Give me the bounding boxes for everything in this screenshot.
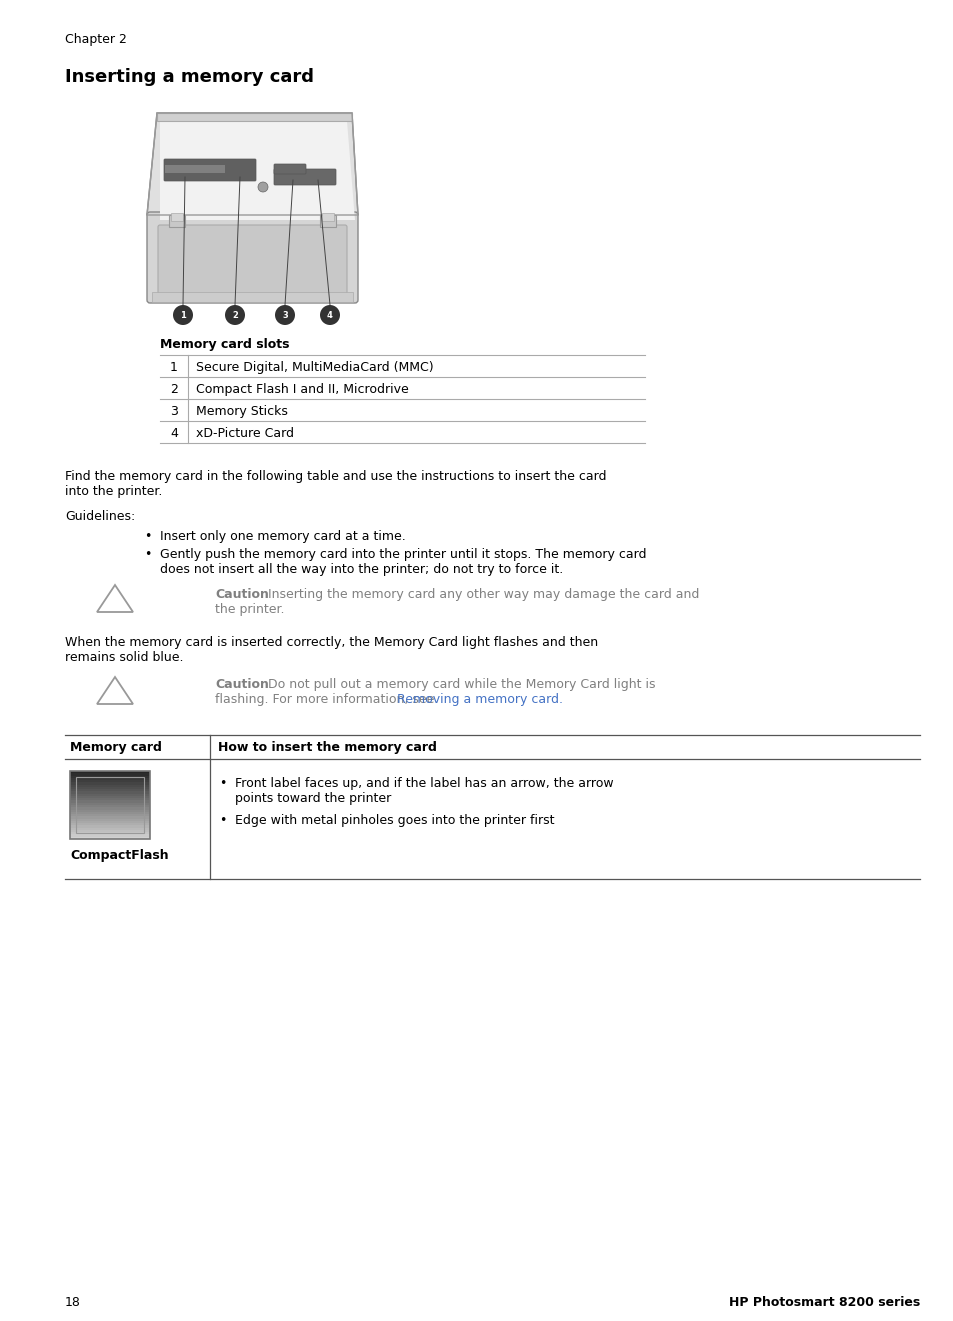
Text: Find the memory card in the following table and use the instructions to insert t: Find the memory card in the following ta… [65, 470, 606, 483]
Bar [70, 816, 150, 819]
Polygon shape [97, 585, 132, 612]
Text: Memory card slots: Memory card slots [160, 338, 289, 351]
Bar [70, 823, 150, 826]
Bar [171, 213, 183, 221]
Text: CompactFlash: CompactFlash [70, 849, 169, 863]
Bar [319, 215, 335, 227]
Text: 1: 1 [170, 361, 178, 374]
Text: Chapter 2: Chapter 2 [65, 33, 127, 46]
Text: Memory Sticks: Memory Sticks [195, 406, 288, 417]
Text: Caution: Caution [214, 678, 269, 691]
Bar [70, 785, 150, 787]
Bar [70, 791, 150, 794]
Text: Compact Flash I and II, Microdrive: Compact Flash I and II, Microdrive [195, 383, 408, 396]
Text: into the printer.: into the printer. [65, 485, 162, 498]
Text: How to insert the memory card: How to insert the memory card [218, 741, 436, 754]
Bar [70, 771, 150, 839]
Text: 4: 4 [170, 427, 178, 440]
Bar [70, 835, 150, 836]
Text: xD-Picture Card: xD-Picture Card [195, 427, 294, 440]
Text: Memory card: Memory card [70, 741, 162, 754]
Bar [70, 797, 150, 798]
Text: When the memory card is inserted correctly, the Memory Card light flashes and th: When the memory card is inserted correct… [65, 635, 598, 649]
Bar [70, 807, 150, 810]
Text: 18: 18 [65, 1296, 81, 1309]
Bar [70, 775, 150, 778]
Text: Removing a memory card.: Removing a memory card. [396, 694, 562, 705]
Bar [70, 787, 150, 789]
Bar [70, 812, 150, 814]
Text: •: • [219, 814, 227, 827]
Text: •: • [144, 548, 152, 561]
FancyBboxPatch shape [274, 169, 335, 185]
Bar [70, 803, 150, 804]
Text: 1: 1 [180, 310, 186, 320]
Text: Edge with metal pinholes goes into the printer first: Edge with metal pinholes goes into the p… [234, 814, 554, 827]
Text: Insert only one memory card at a time.: Insert only one memory card at a time. [160, 530, 405, 543]
Bar [70, 820, 150, 823]
Bar [70, 828, 150, 830]
Bar [70, 794, 150, 797]
Text: Caution: Caution [214, 588, 269, 601]
Text: HP Photosmart 8200 series: HP Photosmart 8200 series [728, 1296, 919, 1309]
Circle shape [172, 305, 193, 325]
Text: flashing. For more information, see: flashing. For more information, see [214, 694, 438, 705]
Text: 3: 3 [170, 406, 178, 417]
Text: the printer.: the printer. [214, 602, 284, 616]
Text: 3: 3 [282, 310, 288, 320]
Polygon shape [160, 122, 355, 221]
Text: 4: 4 [327, 310, 333, 320]
FancyBboxPatch shape [147, 211, 357, 303]
Bar [70, 819, 150, 820]
Bar [70, 782, 150, 785]
Bar [70, 826, 150, 828]
Bar [70, 771, 150, 773]
Polygon shape [157, 114, 352, 122]
Bar [152, 292, 353, 303]
Text: Inserting a memory card: Inserting a memory card [65, 67, 314, 86]
Bar [70, 781, 150, 782]
Text: 2: 2 [170, 383, 178, 396]
Text: does not insert all the way into the printer; do not try to force it.: does not insert all the way into the pri… [160, 563, 562, 576]
Text: remains solid blue.: remains solid blue. [65, 651, 183, 664]
Bar [70, 830, 150, 832]
Text: Inserting the memory card any other way may damage the card and: Inserting the memory card any other way … [260, 588, 699, 601]
Text: Do not pull out a memory card while the Memory Card light is: Do not pull out a memory card while the … [260, 678, 655, 691]
Bar [76, 777, 144, 834]
Bar [70, 832, 150, 835]
Bar [70, 773, 150, 775]
Bar [70, 814, 150, 816]
Text: •: • [219, 777, 227, 790]
Text: Gently push the memory card into the printer until it stops. The memory card: Gently push the memory card into the pri… [160, 548, 646, 561]
Text: Front label faces up, and if the label has an arrow, the arrow: Front label faces up, and if the label h… [234, 777, 613, 790]
Polygon shape [147, 114, 357, 215]
Circle shape [274, 305, 294, 325]
Bar [70, 836, 150, 839]
FancyBboxPatch shape [158, 225, 347, 295]
Circle shape [257, 182, 268, 192]
Circle shape [225, 305, 245, 325]
Text: Guidelines:: Guidelines: [65, 510, 135, 523]
Bar [70, 804, 150, 807]
Text: Secure Digital, MultiMediaCard (MMC): Secure Digital, MultiMediaCard (MMC) [195, 361, 434, 374]
Bar [70, 810, 150, 812]
FancyBboxPatch shape [274, 164, 306, 174]
Text: 2: 2 [232, 310, 237, 320]
Bar [70, 789, 150, 791]
Bar [165, 165, 225, 173]
Bar [70, 778, 150, 781]
Polygon shape [97, 676, 132, 704]
Bar [169, 215, 185, 227]
FancyBboxPatch shape [164, 159, 255, 181]
Text: points toward the printer: points toward the printer [234, 793, 391, 804]
Text: •: • [144, 530, 152, 543]
Bar [70, 801, 150, 803]
Bar [70, 798, 150, 801]
Circle shape [319, 305, 339, 325]
Bar [322, 213, 334, 221]
